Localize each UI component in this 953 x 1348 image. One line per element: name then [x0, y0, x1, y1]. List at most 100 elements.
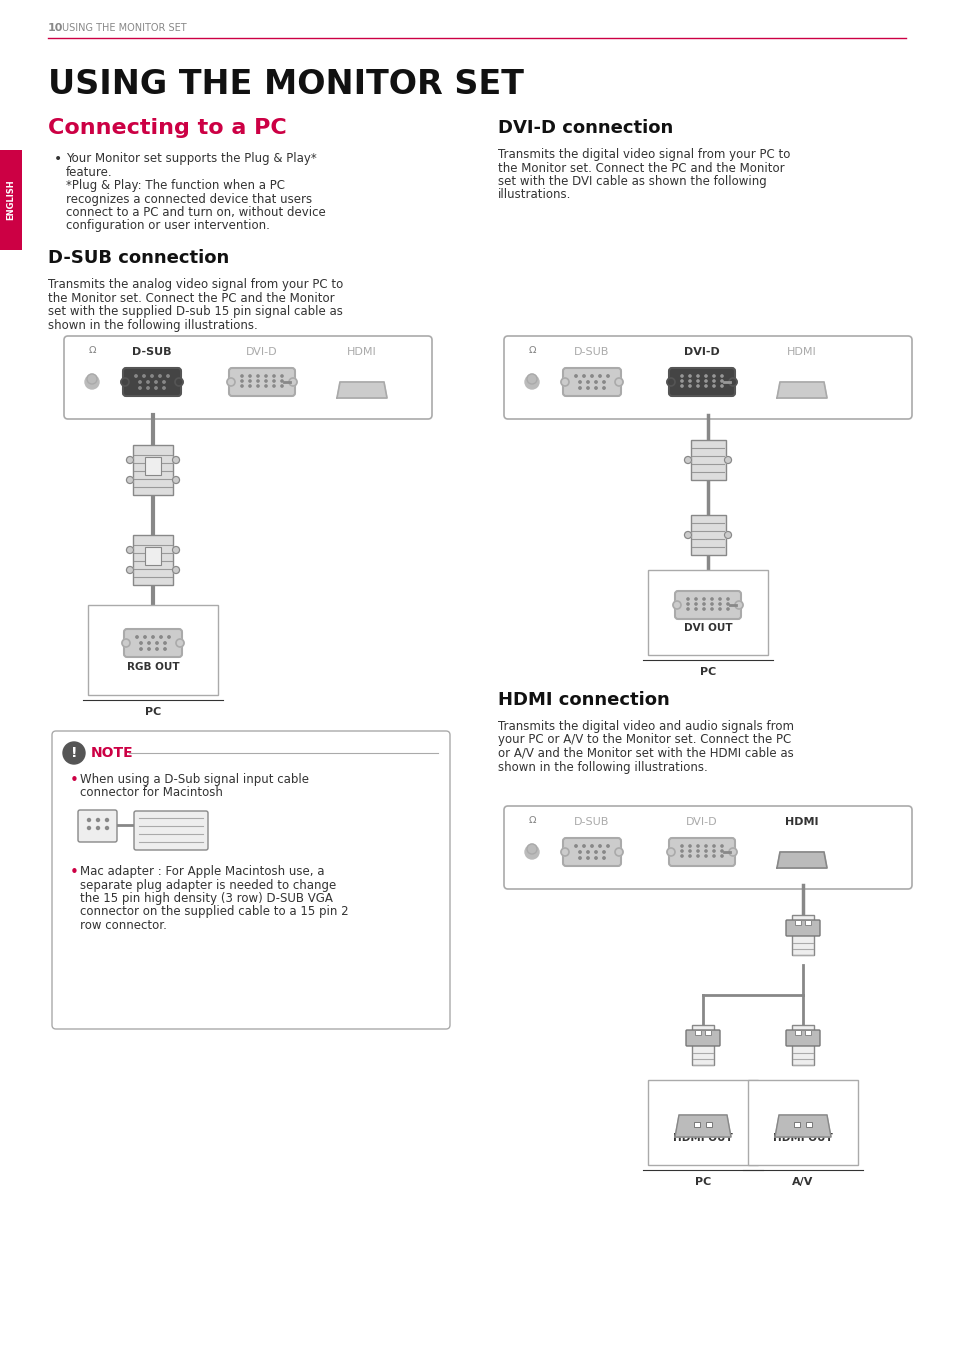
Circle shape	[154, 387, 157, 390]
Circle shape	[87, 373, 97, 384]
Text: ENGLISH: ENGLISH	[7, 179, 15, 220]
Polygon shape	[776, 852, 826, 868]
Bar	[793, 1122, 800, 1127]
Text: USING THE MONITOR SET: USING THE MONITOR SET	[62, 23, 187, 32]
Circle shape	[697, 386, 699, 387]
Bar	[647, 570, 767, 655]
Text: the 15 pin high density (3 row) D-SUB VGA: the 15 pin high density (3 row) D-SUB VG…	[80, 892, 333, 905]
Circle shape	[615, 848, 622, 856]
FancyBboxPatch shape	[562, 838, 620, 865]
Circle shape	[586, 380, 589, 383]
FancyBboxPatch shape	[52, 731, 450, 1029]
Circle shape	[688, 380, 690, 381]
Circle shape	[241, 380, 243, 381]
Circle shape	[265, 375, 267, 377]
Circle shape	[560, 377, 568, 386]
Circle shape	[602, 387, 604, 390]
Circle shape	[702, 603, 704, 605]
Circle shape	[158, 375, 161, 377]
Circle shape	[728, 377, 737, 386]
FancyBboxPatch shape	[64, 336, 432, 419]
Text: PC: PC	[700, 667, 716, 677]
Circle shape	[265, 386, 267, 387]
Circle shape	[106, 818, 109, 821]
Circle shape	[734, 601, 742, 609]
Bar	[132, 445, 172, 495]
Bar	[804, 919, 810, 925]
Text: DVI-D: DVI-D	[246, 346, 277, 357]
Circle shape	[586, 387, 589, 390]
Circle shape	[273, 380, 274, 381]
Circle shape	[726, 599, 728, 600]
Circle shape	[704, 855, 706, 857]
Bar	[704, 1030, 710, 1035]
Circle shape	[265, 380, 267, 381]
Circle shape	[172, 476, 179, 484]
Circle shape	[106, 826, 109, 829]
Circle shape	[726, 603, 728, 605]
Circle shape	[280, 375, 283, 377]
Circle shape	[728, 848, 737, 856]
Circle shape	[694, 608, 697, 611]
Circle shape	[167, 375, 169, 377]
Circle shape	[172, 566, 179, 573]
Text: Ω: Ω	[89, 345, 95, 355]
Text: shown in the following illustrations.: shown in the following illustrations.	[48, 318, 257, 332]
Circle shape	[122, 639, 130, 647]
Text: •: •	[54, 152, 62, 166]
Circle shape	[602, 857, 604, 859]
Bar	[691, 1024, 713, 1065]
Circle shape	[688, 849, 690, 852]
Circle shape	[134, 375, 137, 377]
Circle shape	[697, 380, 699, 381]
Circle shape	[578, 851, 580, 853]
Circle shape	[680, 855, 682, 857]
Text: or A/V and the Monitor set with the HDMI cable as: or A/V and the Monitor set with the HDMI…	[497, 747, 793, 760]
Text: HDMI: HDMI	[347, 346, 376, 357]
Circle shape	[160, 636, 162, 638]
Circle shape	[688, 845, 690, 847]
Circle shape	[164, 648, 166, 650]
Circle shape	[147, 380, 149, 383]
FancyBboxPatch shape	[562, 368, 620, 396]
Circle shape	[163, 387, 165, 390]
Circle shape	[680, 849, 682, 852]
Circle shape	[720, 849, 722, 852]
Circle shape	[249, 380, 251, 381]
Text: When using a D-Sub signal input cable: When using a D-Sub signal input cable	[80, 772, 309, 786]
Text: HDMI OUT: HDMI OUT	[673, 1134, 732, 1143]
Text: HDMI: HDMI	[786, 346, 816, 357]
Text: your PC or A/V to the Monitor set. Connect the PC: your PC or A/V to the Monitor set. Conne…	[497, 733, 790, 747]
Circle shape	[172, 457, 179, 464]
Text: the Monitor set. Connect the PC and the Monitor: the Monitor set. Connect the PC and the …	[497, 162, 783, 174]
Circle shape	[151, 375, 153, 377]
Bar	[145, 547, 161, 565]
Text: connector for Macintosh: connector for Macintosh	[80, 786, 223, 799]
Circle shape	[704, 849, 706, 852]
Circle shape	[249, 375, 251, 377]
Circle shape	[155, 648, 158, 650]
Circle shape	[560, 848, 568, 856]
Bar	[805, 1122, 811, 1127]
Text: D-SUB: D-SUB	[132, 346, 172, 357]
Circle shape	[280, 386, 283, 387]
Circle shape	[680, 375, 682, 377]
Circle shape	[606, 845, 609, 847]
Circle shape	[85, 375, 99, 390]
Circle shape	[524, 375, 538, 390]
Circle shape	[602, 380, 604, 383]
Circle shape	[140, 642, 142, 644]
Circle shape	[88, 826, 91, 829]
Circle shape	[723, 531, 731, 538]
FancyBboxPatch shape	[503, 336, 911, 419]
Circle shape	[723, 457, 731, 464]
Circle shape	[686, 608, 688, 611]
Circle shape	[688, 386, 690, 387]
Circle shape	[594, 857, 597, 859]
FancyBboxPatch shape	[229, 368, 294, 396]
Text: row connector.: row connector.	[80, 919, 167, 931]
Bar	[690, 439, 725, 480]
Circle shape	[606, 375, 609, 377]
Circle shape	[273, 386, 274, 387]
Bar	[132, 535, 172, 585]
